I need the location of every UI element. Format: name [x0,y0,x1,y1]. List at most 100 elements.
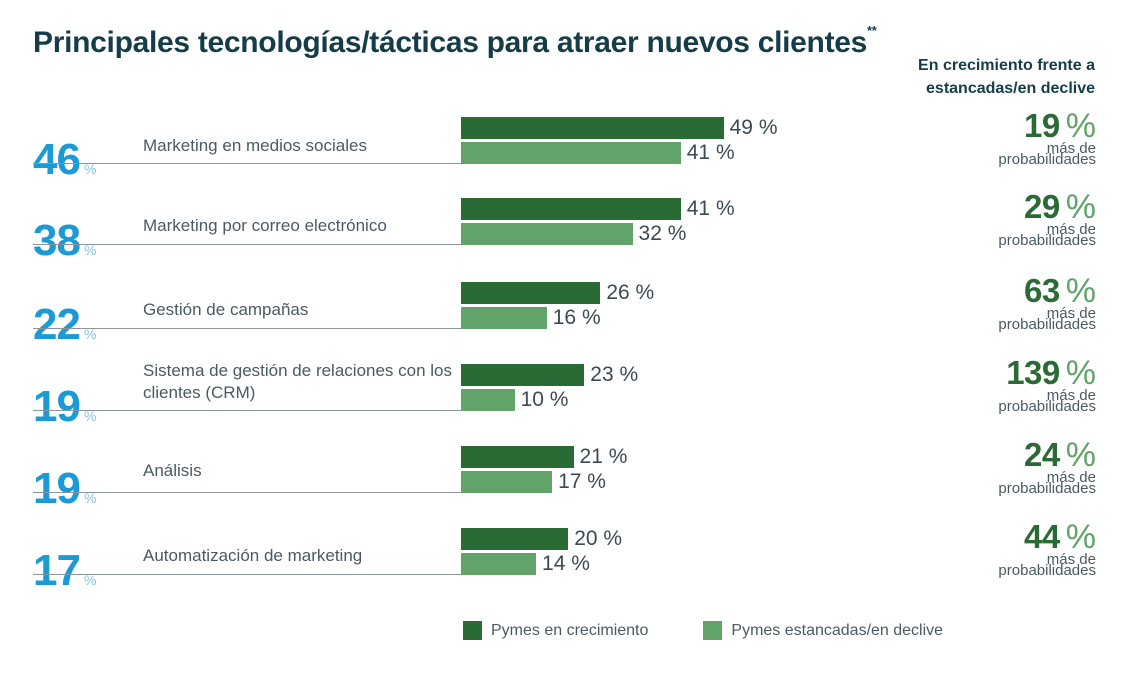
more-likely-text: más de [1046,221,1096,238]
category-label: Sistema de gestión de relaciones con los… [143,361,453,402]
legend-item-growth: Pymes en crecimiento [463,621,648,640]
chart-title-text: Principales tecnologías/tácticas para at… [33,26,868,59]
overall-percent-sign: % [83,326,97,342]
legend-item-stagnant: Pymes estancadas/en declive [703,621,943,640]
legend-swatch-stagnant [703,621,723,640]
overall-percent: 17% [33,546,96,596]
bar-growth-label: 49 % [729,116,778,139]
overall-percent-value: 19 [33,464,81,513]
row-divider [33,244,461,245]
bar-growth [461,364,585,386]
bar-stagnant [461,553,537,575]
more-likely-sign: % [1065,272,1096,310]
overall-percent-sign: % [83,408,97,424]
more-likely-sign: % [1065,188,1096,226]
more-likely-value: 44 [1024,518,1060,555]
more-likely-text: probabilidades [998,480,1096,497]
chart-row: 46% Marketing en medios sociales 49 % 41 % 1… [0,107,1148,191]
chart-row: 19% Sistema de gestión de relaciones con … [0,354,1148,438]
overall-percent-sign: % [83,572,97,588]
overall-percent-value: 22 [33,300,81,349]
more-likely-text: probabilidades [998,398,1096,415]
bar-stagnant-label: 14 % [542,552,590,575]
overall-percent-value: 19 [33,382,81,431]
bar-stagnant-label: 10 % [520,388,569,411]
legend-swatch-growth [463,621,482,640]
chart-row: 38% Marketing por correo electrónico 41 % 3… [0,188,1148,272]
more-likely-sign: % [1065,354,1096,392]
more-likely: 19% más de probabilidades [896,107,1096,168]
more-likely-text: probabilidades [998,232,1096,249]
more-likely: 44% más de probabilidades [896,518,1096,579]
more-likely-text: más de [1046,140,1096,157]
more-likely-text: probabilidades [998,316,1096,333]
chart-title: Principales tecnologías/tácticas para at… [33,23,877,60]
more-likely-text: más de [1046,387,1096,404]
bar-stagnant-label: 32 % [638,222,687,245]
row-divider [33,492,461,493]
bar-growth-label: 21 % [579,445,628,468]
more-likely: 139% más de probabilidades [896,354,1096,415]
more-likely-value: 139 [1006,354,1060,391]
bar-growth [461,198,681,220]
category-label: Marketing por correo electrónico [143,216,387,235]
overall-percent-value: 38 [33,216,81,265]
row-divider [33,410,461,411]
overall-percent: 38% [33,216,96,266]
bar-stagnant [461,471,553,493]
bar-growth-label: 20 % [574,527,623,550]
overall-percent: 19% [33,464,96,514]
overall-percent: 46% [33,135,96,185]
overall-percent-value: 17 [33,546,81,595]
bar-stagnant-label: 17 % [558,470,606,493]
side-column-title: En crecimiento frente a estancadas/en de… [918,57,1095,97]
row-divider [33,328,461,329]
overall-percent-sign: % [83,490,97,506]
more-likely: 63% más de probabilidades [896,272,1096,333]
legend-label-stagnant: Pymes estancadas/en declive [731,621,944,639]
more-likely: 29% más de probabilidades [896,188,1096,249]
category-label: Análisis [143,461,202,480]
title-footnote-mark: ** [867,23,877,38]
more-likely: 24% más de probabilidades [896,436,1096,497]
more-likely-text: más de [1046,305,1096,322]
category-label: Gestión de campañas [143,300,309,319]
bar-growth [461,282,601,304]
more-likely-sign: % [1065,518,1096,556]
chart-row: 19% Análisis 21 % 17 % 24% más de probabilidad… [0,436,1148,520]
more-likely-text: probabilidades [998,151,1096,168]
more-likely-sign: % [1065,107,1096,145]
bar-growth-label: 26 % [606,281,655,304]
category-label: Automatización de marketing [143,546,363,565]
bar-growth-label: 23 % [590,363,639,386]
legend-label-growth: Pymes en crecimiento [491,621,649,639]
more-likely-text: probabilidades [998,562,1096,579]
bar-stagnant [461,307,547,329]
bar-stagnant [461,223,633,245]
chart-row: 17% Automatización de marketing 20 % 14 % 44… [0,518,1148,602]
more-likely-text: más de [1046,551,1096,568]
legend: Pymes en crecimiento Pymes estancadas/en… [463,621,998,640]
more-likely-value: 24 [1024,436,1060,473]
bar-growth [461,446,574,468]
more-likely-value: 63 [1024,272,1060,309]
bar-growth-label: 41 % [686,197,735,220]
row-divider [33,574,461,575]
overall-percent-sign: % [83,161,97,177]
overall-percent: 19% [33,382,96,432]
overall-percent: 22% [33,300,96,350]
more-likely-value: 29 [1024,188,1060,225]
bar-growth [461,528,569,550]
chart-row: 22% Gestión de campañas 26 % 16 % 63% más de p… [0,272,1148,356]
more-likely-sign: % [1065,436,1096,474]
bar-stagnant [461,142,681,164]
bar-stagnant [461,389,515,411]
bar-growth [461,117,724,139]
overall-percent-sign: % [83,242,97,258]
category-label: Marketing en medios sociales [143,136,367,155]
bar-stagnant-label: 16 % [552,306,601,329]
more-likely-value: 19 [1024,107,1060,144]
more-likely-text: más de [1046,469,1096,486]
overall-percent-value: 46 [33,135,81,184]
row-divider [33,163,461,164]
